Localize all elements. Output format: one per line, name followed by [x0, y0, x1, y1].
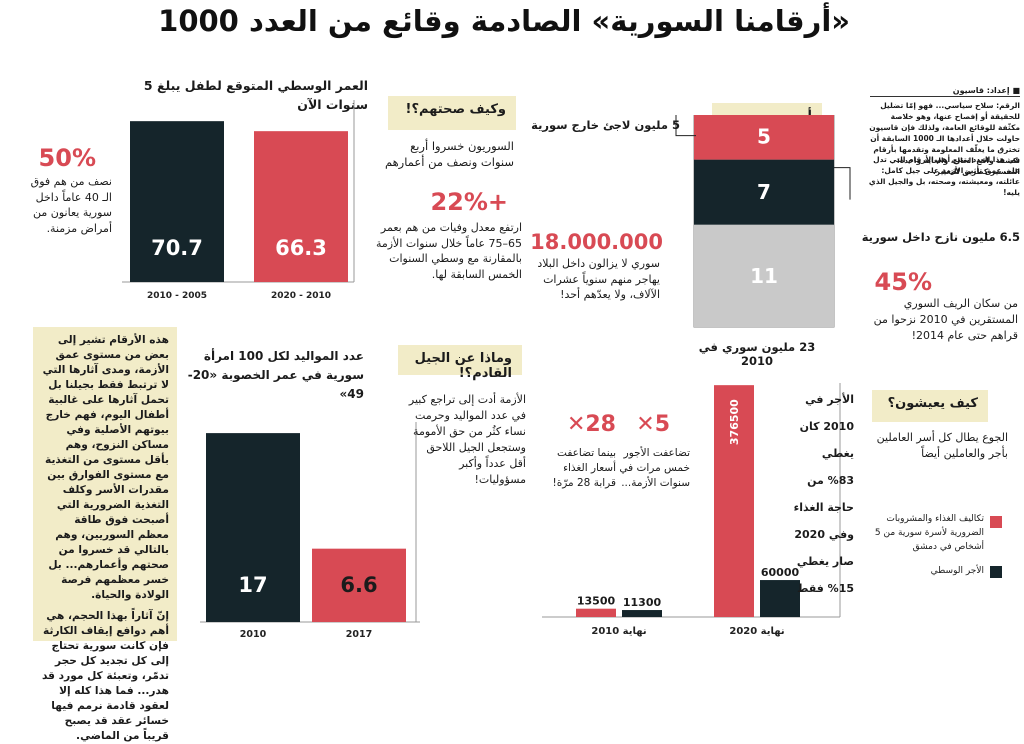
- future-text: الأزمة أدت إلى تراجع كبير في عدد الموالي…: [408, 393, 526, 486]
- stack-value-label-1: 7: [757, 180, 771, 204]
- bar-value-label-1: 6.6: [340, 573, 377, 597]
- bar-value-label-0-1: 11300: [623, 596, 662, 609]
- commentary-box: هذه الأرقام تشير إلى بعض من مستوى عمق ال…: [33, 327, 177, 742]
- bar-0: [206, 433, 300, 622]
- bar-1-1: [760, 580, 800, 617]
- rural-displacement-stat: 45%: [874, 268, 932, 296]
- bar-0: [130, 121, 224, 282]
- stack-value-label-0: 11: [750, 264, 778, 288]
- legend-label-food-cost: تكاليف الغذاء والمشروبات الضرورية لأسرة …: [874, 514, 984, 552]
- life-expectancy-chart-title: العمر الوسطي المتوقع لطفل يبلغ 5 سنوات ا…: [143, 78, 368, 112]
- population-stacked-chart: 11 7 5: [675, 115, 851, 328]
- rural-displacement-text: من سكان الريف السوري المستقرين في 2010 ن…: [873, 297, 1018, 342]
- remaining-population-stat: 18.000.000: [530, 230, 663, 254]
- population-chart-caption: 23 مليون سوري في 2010: [698, 340, 816, 368]
- displaced-leader-line: [834, 167, 851, 200]
- future-heading: وماذا عن الجيل القادم؟!: [398, 345, 522, 381]
- byline: ■ إعداد: قاسيون: [870, 86, 1020, 97]
- bar-0-1: [622, 610, 662, 617]
- intro-paragraph-2: في هذا العدد نتتبع أهم الأرقام التي تدل …: [868, 155, 1020, 197]
- food-multiplier-text: بينما تضاعفت أسعار الغذاء قرابة 28 مرّة!: [552, 447, 616, 489]
- legend-swatch-wage: [990, 566, 1002, 578]
- page-title: «أرقامنا السورية» الصادمة وقائع من العدد…: [158, 4, 850, 38]
- bar-value-label-1-1: 60000: [761, 566, 800, 579]
- health-heading: وكيف صحتهم؟!: [388, 96, 516, 130]
- wages-multiplier-stat: 5✕: [636, 412, 670, 437]
- intro-paragraph-1: الرقم: سلاح سياسي... فهو إمّا تضليل للحق…: [869, 101, 1020, 176]
- byline-text: إعداد: قاسيون: [952, 86, 1010, 95]
- life-expectancy-chart: 70.7 2010 - 2005 66.3 2020 - 2010: [122, 100, 355, 301]
- stack-segment-0: [694, 224, 834, 327]
- refugees-label: 5 مليون لاجئ خارج سورية: [531, 118, 680, 132]
- stack-segment-2: [694, 115, 834, 160]
- bar-value-label-0-0: 13500: [577, 595, 616, 608]
- stack-segment-1: [694, 159, 834, 225]
- stack-value-label-2: 5: [757, 124, 771, 148]
- bar-value-label-0: 17: [238, 573, 267, 597]
- displaced-label: 6.5 مليون نازح داخل سورية: [861, 230, 1020, 244]
- x-tick-label-1: 2017: [346, 629, 372, 640]
- mortality-text: ارتفع معدل وفيات من هم بعمر 65–75 عاماً …: [375, 221, 522, 281]
- wages-multiplier-text: تضاعفت الأجور خمس مرات في سنوات الأزمة..…: [619, 447, 690, 489]
- chronic-disease-text: نصف من هم فوق الـ 40 عاماً داخل سورية يع…: [30, 175, 112, 235]
- food-multiplier-stat: 28✕: [566, 412, 616, 437]
- wage-coverage-note: الأجر في 2010 كان يغطي 83% من حاجة الغذا…: [793, 393, 854, 595]
- bar-value-label-0: 70.7: [151, 236, 203, 260]
- bar-1: [312, 548, 406, 622]
- commentary-paragraph-2: إنّ آثاراً بهذا الحجم، هي أهم دوافع إيقا…: [41, 610, 169, 742]
- health-lead: السوريون خسروا أربع سنوات ونصف من أعماره…: [384, 139, 514, 169]
- wages-food-chart: 13500 11300 نهاية 2010 376500 60000 نهاية 202…: [542, 383, 841, 637]
- bar-value-label-1-0: 376500: [728, 399, 741, 445]
- bar-value-label-1: 66.3: [275, 236, 327, 260]
- x-tick-label-0: 2010: [240, 629, 267, 640]
- mortality-stat: +22%: [430, 188, 508, 216]
- legend-label-wage: الأجر الوسطي: [930, 566, 984, 576]
- legend-swatch-food-cost: [990, 516, 1002, 528]
- remaining-population-text: سوري لا يزالون داخل البلاد يهاجر منهم سن…: [537, 257, 660, 301]
- x-tick-label-0: نهاية 2010: [591, 626, 646, 637]
- x-tick-label-0: 2010 - 2005: [147, 291, 207, 301]
- x-tick-label-1: 2020 - 2010: [271, 291, 331, 301]
- living-lead: الجوع يطال كل أسر العاملين بأجر والعاملي…: [876, 431, 1008, 460]
- bar-1-0: [714, 385, 754, 617]
- births-chart-title: عدد المواليد لكل 100 امرأة سورية في عمر …: [187, 349, 364, 401]
- refugees-leader-line: [675, 115, 696, 137]
- bar-0-0: [576, 608, 616, 617]
- byline-marker: ■: [1012, 86, 1020, 95]
- x-tick-label-1: نهاية 2020: [729, 626, 784, 637]
- living-heading: كيف يعيشون؟: [872, 390, 988, 422]
- births-chart: 17 2010 6.6 2017: [200, 422, 420, 640]
- bar-1: [254, 131, 348, 282]
- chronic-disease-stat: 50%: [38, 144, 96, 172]
- commentary-paragraph-1: هذه الأرقام تشير إلى بعض من مستوى عمق ال…: [42, 334, 169, 601]
